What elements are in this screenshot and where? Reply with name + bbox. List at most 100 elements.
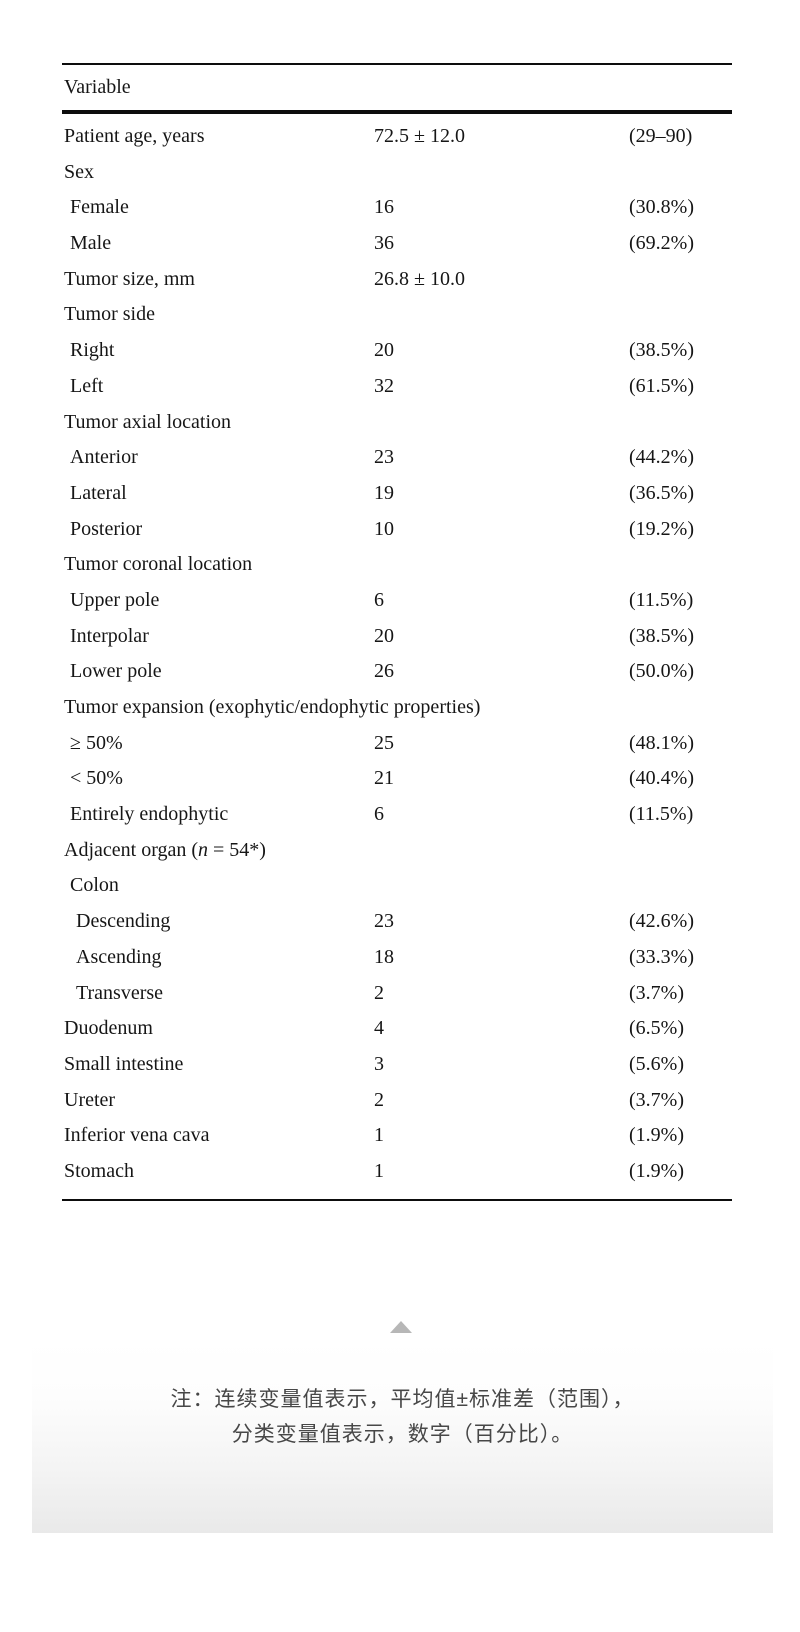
row-label: Tumor side xyxy=(64,303,155,326)
row-percentage: (3.7%) xyxy=(629,981,684,1004)
footer-gradient-panel xyxy=(32,1340,773,1533)
row-value: 23 xyxy=(374,446,394,469)
row-value: 2 xyxy=(374,1088,384,1111)
row-value: 20 xyxy=(374,339,394,362)
table-row: Lower pole 26 (50.0%) xyxy=(62,654,732,690)
row-percentage: (3.7%) xyxy=(629,1088,684,1111)
row-value: 26 xyxy=(374,660,394,683)
row-percentage: (50.0%) xyxy=(629,660,694,683)
table-row: Male 36 (69.2%) xyxy=(62,226,732,262)
table-bottom-rule xyxy=(62,1198,732,1201)
row-value: 36 xyxy=(374,232,394,255)
row-percentage: (38.5%) xyxy=(629,624,694,647)
row-label: Right xyxy=(70,339,115,362)
row-percentage: (30.8%) xyxy=(629,196,694,219)
row-label: Sex xyxy=(64,160,94,183)
row-label: Duodenum xyxy=(64,1017,153,1040)
table-row: Transverse 2 (3.7%) xyxy=(62,976,732,1012)
table-row: Adjacent organ (n = 54*) xyxy=(62,833,732,869)
row-label: Tumor axial location xyxy=(64,410,232,433)
row-value: 6 xyxy=(374,803,384,826)
table-row: Lateral 19 (36.5%) xyxy=(62,476,732,512)
table-row: Interpolar 20 (38.5%) xyxy=(62,619,732,655)
table-row: Tumor coronal location xyxy=(62,547,732,583)
row-percentage: (48.1%) xyxy=(629,731,694,754)
row-percentage: (1.9%) xyxy=(629,1159,684,1182)
row-label: Transverse xyxy=(76,981,164,1004)
row-percentage: (11.5%) xyxy=(629,588,694,611)
row-percentage: (29–90) xyxy=(629,125,693,147)
table-row: Tumor axial location xyxy=(62,405,732,441)
row-percentage: (40.4%) xyxy=(629,767,694,790)
row-value: 16 xyxy=(374,196,394,219)
footnote-line-1: 注：连续变量值表示，平均值±标准差（范围）， xyxy=(170,1388,635,1411)
row-label: Interpolar xyxy=(70,624,149,647)
table-row: Right 20 (38.5%) xyxy=(62,333,732,369)
row-label: Tumor coronal location xyxy=(64,553,253,576)
table-row: Ureter 2 (3.7%) xyxy=(62,1083,732,1119)
collapse-up-triangle-icon[interactable] xyxy=(390,1321,412,1333)
row-label: Anterior xyxy=(70,446,138,469)
table-row: Upper pole 6 (11.5%) xyxy=(62,583,732,619)
row-label: Upper pole xyxy=(70,588,160,611)
row-label: Inferior vena cava xyxy=(64,1124,210,1147)
row-label: Tumor expansion (exophytic/endophytic pr… xyxy=(64,696,481,718)
row-label: Male xyxy=(70,232,112,255)
table-row: Patient age, years 72.5 ± 12.0 (29–90) xyxy=(62,119,732,155)
row-value: 6 xyxy=(374,588,384,611)
row-label: Posterior xyxy=(70,517,143,540)
row-percentage: (5.6%) xyxy=(629,1052,684,1075)
table-row: Descending 23 (42.6%) xyxy=(62,904,732,940)
table-row: Female 16 (30.8%) xyxy=(62,190,732,226)
table-row: Duodenum 4 (6.5%) xyxy=(62,1011,732,1047)
row-label: Colon xyxy=(70,874,119,897)
table-row: Left 32 (61.5%) xyxy=(62,369,732,405)
row-percentage: (33.3%) xyxy=(629,945,694,968)
row-label: Entirely endophytic xyxy=(70,803,229,826)
footnote-line-2: 分类变量值表示，数字（百分比）。 xyxy=(231,1423,574,1446)
row-label: Descending xyxy=(76,910,171,933)
row-value: 3 xyxy=(374,1052,384,1075)
table-rows: Patient age, years 72.5 ± 12.0 (29–90) Sex F… xyxy=(62,114,732,1199)
row-label: ≥ 50% xyxy=(70,731,123,754)
row-label: Left xyxy=(70,374,104,397)
row-value: 21 xyxy=(374,767,394,790)
row-label: Lateral xyxy=(70,481,127,504)
row-percentage: (36.5%) xyxy=(629,481,694,504)
row-percentage: (42.6%) xyxy=(629,910,694,933)
row-value: 1 xyxy=(374,1124,384,1147)
table-row: Posterior 10 (19.2%) xyxy=(62,512,732,548)
table-top-rule xyxy=(62,63,732,65)
table-row: Anterior 23 (44.2%) xyxy=(62,440,732,476)
row-label: Female xyxy=(70,196,129,219)
row-value: 32 xyxy=(374,374,394,397)
row-label: Ureter xyxy=(64,1088,116,1111)
row-percentage: (61.5%) xyxy=(629,374,694,397)
row-value: 19 xyxy=(374,481,394,504)
table-row: Entirely endophytic 6 (11.5%) xyxy=(62,797,732,833)
row-value: 10 xyxy=(374,517,394,540)
table-footnote: 注：连续变量值表示，平均值±标准差（范围）， 分类变量值表示，数字（百分比）。 xyxy=(32,1382,773,1452)
row-value: 20 xyxy=(374,624,394,647)
table-row: Sex xyxy=(62,155,732,191)
table-row: < 50% 21 (40.4%) xyxy=(62,761,732,797)
row-value: 26.8 ± 10.0 xyxy=(374,267,465,290)
table-row: ≥ 50% 25 (48.1%) xyxy=(62,726,732,762)
table-header-row: Variable xyxy=(62,65,732,110)
row-label: Small intestine xyxy=(64,1052,184,1075)
row-percentage: (6.5%) xyxy=(629,1017,684,1040)
row-value: 18 xyxy=(374,945,394,968)
table-row: Tumor size, mm 26.8 ± 10.0 xyxy=(62,262,732,298)
row-label: < 50% xyxy=(70,767,123,790)
row-value: 1 xyxy=(374,1159,384,1182)
row-value: 23 xyxy=(374,910,394,933)
row-value: 4 xyxy=(374,1017,384,1040)
row-percentage: (69.2%) xyxy=(629,232,694,255)
row-value: 25 xyxy=(374,731,394,754)
table-row: Inferior vena cava 1 (1.9%) xyxy=(62,1118,732,1154)
table-row: Tumor expansion (exophytic/endophytic pr… xyxy=(62,690,732,726)
table-header-variable: Variable xyxy=(64,76,131,98)
table-row: Stomach 1 (1.9%) xyxy=(62,1154,732,1190)
table-row: Ascending 18 (33.3%) xyxy=(62,940,732,976)
